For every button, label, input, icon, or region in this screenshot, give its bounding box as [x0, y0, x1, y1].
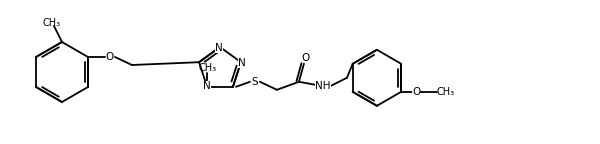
- Text: N: N: [203, 81, 211, 91]
- Text: N: N: [215, 43, 223, 53]
- Text: CH₃: CH₃: [43, 18, 61, 28]
- Text: NH: NH: [315, 81, 331, 91]
- Text: O: O: [106, 52, 114, 62]
- Text: S: S: [251, 77, 258, 87]
- Text: O: O: [412, 87, 421, 97]
- Text: N: N: [238, 58, 246, 68]
- Text: O: O: [302, 53, 310, 63]
- Text: CH₃: CH₃: [198, 63, 216, 73]
- Text: CH₃: CH₃: [436, 87, 454, 97]
